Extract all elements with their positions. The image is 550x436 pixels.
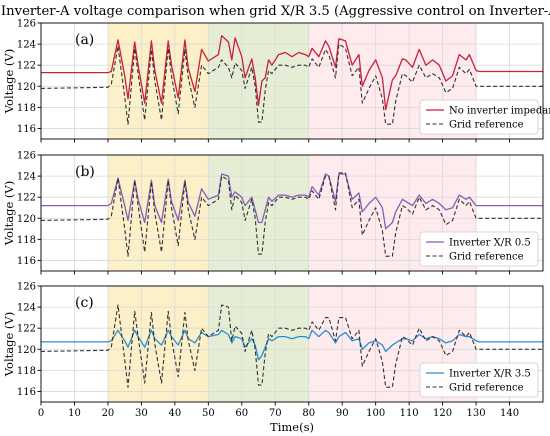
legend-label: Inverter X/R 3.5 xyxy=(449,369,531,380)
legend-box xyxy=(419,231,539,267)
x-tick-label: 70 xyxy=(269,408,282,419)
shaded-region-2 xyxy=(208,155,309,271)
y-tick-label: 126 xyxy=(17,282,36,293)
y-tick-label: 116 xyxy=(17,256,36,267)
x-tick-label: 130 xyxy=(467,408,486,419)
panel-3: 116 118 120 122 124 126 0 10 20 30 40 50 60 70 80 90 100… xyxy=(2,282,544,419)
legend-box xyxy=(419,362,539,398)
chart-title: Inverter-A voltage comparison when grid … xyxy=(1,4,550,19)
x-tick-label: 80 xyxy=(302,408,315,419)
series-line-1 xyxy=(41,35,543,111)
x-tick-label: 60 xyxy=(235,408,248,419)
legend: Inverter X/R 3.5 Grid reference xyxy=(419,362,539,398)
shaded-region-1 xyxy=(107,286,209,402)
x-tick-label: 100 xyxy=(366,408,385,419)
series-line-2 xyxy=(40,43,543,125)
series-line-2 xyxy=(40,304,543,388)
legend: No inverter impedance Grid reference xyxy=(419,99,550,135)
x-tick-label: 20 xyxy=(102,408,115,419)
y-tick-label: 122 xyxy=(17,61,36,72)
panel-label: (c) xyxy=(75,295,94,311)
panels-container: 116 118 120 122 124 126 Voltage (V) (a) No inver… xyxy=(2,19,550,420)
y-tick-label: 126 xyxy=(17,19,36,30)
y-tick-label: 120 xyxy=(17,82,36,93)
shaded-region-2 xyxy=(208,286,309,402)
y-tick-label: 124 xyxy=(17,172,36,183)
y-tick-label: 116 xyxy=(17,124,36,135)
plot-frame xyxy=(40,22,544,140)
y-tick-label: 122 xyxy=(17,324,36,335)
y-tick-label: 118 xyxy=(17,366,36,377)
y-tick-label: 118 xyxy=(17,235,36,246)
y-axis-label: Voltage (V) xyxy=(2,49,16,114)
y-tick-label: 118 xyxy=(17,103,36,114)
x-tick-label: 10 xyxy=(68,408,81,419)
legend-box xyxy=(419,99,539,135)
plot-frame xyxy=(40,285,544,403)
legend-label: Grid reference xyxy=(449,120,524,131)
plot-frame xyxy=(40,154,544,272)
legend-label: Inverter X/R 0.5 xyxy=(449,238,531,249)
y-tick-label: 126 xyxy=(17,151,36,162)
x-tick-label: 30 xyxy=(135,408,148,419)
y-tick-label: 122 xyxy=(17,193,36,204)
y-tick-label: 124 xyxy=(17,303,36,314)
x-tick-label: 0 xyxy=(38,408,44,419)
x-tick-label: 40 xyxy=(168,408,181,419)
series-line-2 xyxy=(40,172,543,257)
y-axis-label: Voltage (V) xyxy=(2,312,16,377)
x-tick-label: 140 xyxy=(500,408,519,419)
shaded-region-2 xyxy=(208,23,309,139)
y-tick-label: 124 xyxy=(17,40,36,51)
x-tick-label: 50 xyxy=(202,408,215,419)
panel-label: (a) xyxy=(75,32,94,48)
x-axis-label: Time(s) xyxy=(270,420,314,434)
panel-label: (b) xyxy=(75,164,95,180)
x-tick-label: 110 xyxy=(400,408,419,419)
y-tick-label: 120 xyxy=(17,214,36,225)
y-tick-label: 120 xyxy=(17,345,36,356)
x-tick-label: 120 xyxy=(433,408,452,419)
legend-label: Grid reference xyxy=(449,383,524,394)
y-axis-label: Voltage (V) xyxy=(2,181,16,246)
y-tick-label: 116 xyxy=(17,387,36,398)
panel-2: 116 118 120 122 124 126 Voltage (V) (b) Inverter… xyxy=(2,151,544,275)
x-tick-label: 90 xyxy=(336,408,349,419)
legend: Inverter X/R 0.5 Grid reference xyxy=(419,231,539,267)
legend-label: Grid reference xyxy=(449,252,524,263)
panel-1: 116 118 120 122 124 126 Voltage (V) (a) No inver… xyxy=(2,19,550,143)
series-line-1 xyxy=(41,173,543,230)
legend-label: No inverter impedance xyxy=(449,106,550,117)
